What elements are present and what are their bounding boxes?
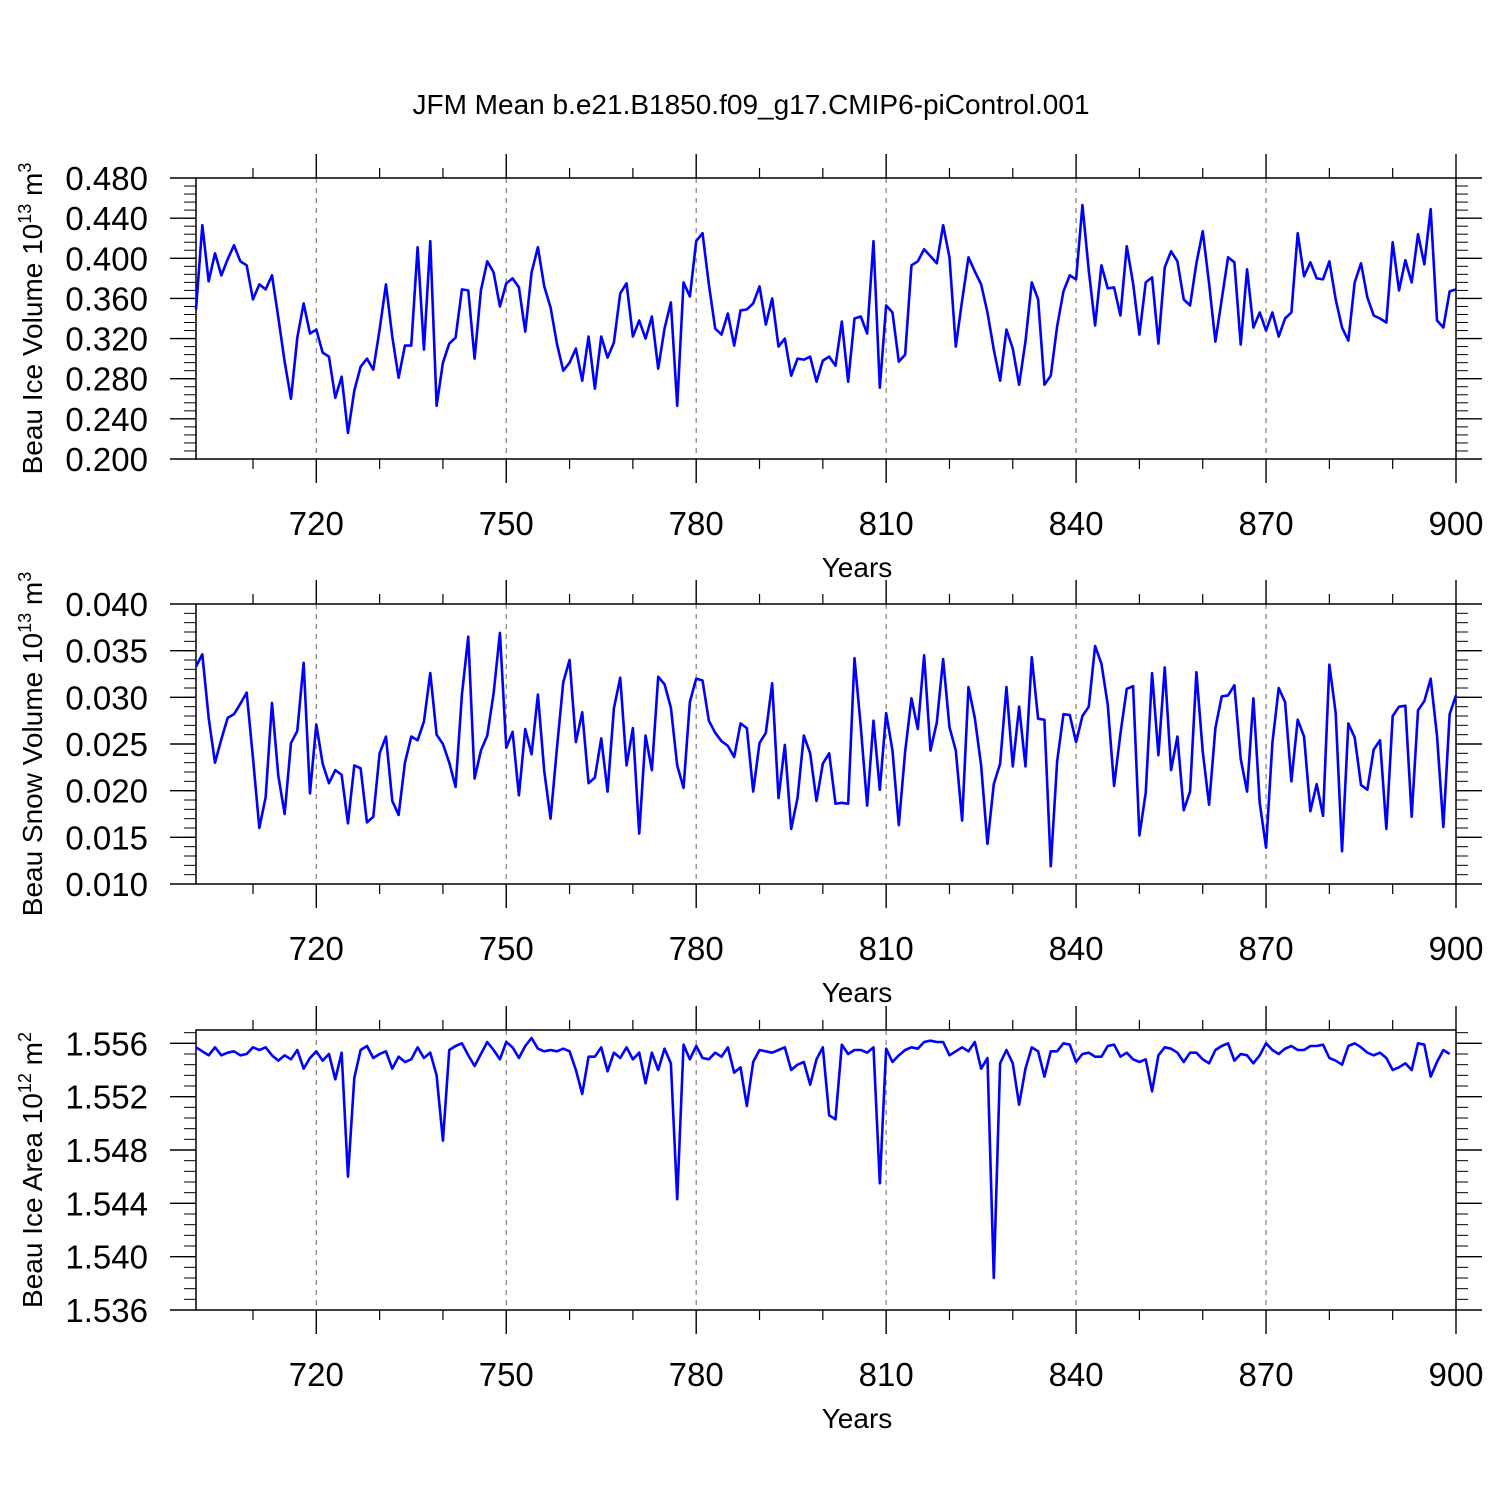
x-tick-label: 750 <box>479 1356 534 1393</box>
x-tick-label: 720 <box>289 1356 344 1393</box>
x-tick-label: 840 <box>1049 505 1104 542</box>
x-axis-label: Years <box>822 977 893 1008</box>
y-axis-label: Beau Snow Volume 1013 m3 <box>15 572 48 916</box>
x-tick-label: 900 <box>1428 930 1483 967</box>
y-axis-label-part: 13 <box>15 204 35 224</box>
y-axis-label-part: Beau Snow Volume 10 <box>17 633 48 916</box>
y-axis-label-part: Beau Ice Area 10 <box>17 1093 48 1308</box>
y-axis-label-part: Beau Ice Volume 10 <box>17 224 48 475</box>
y-tick-label: 0.035 <box>65 633 148 670</box>
y-tick-label: 0.025 <box>65 726 148 763</box>
x-tick-label: 810 <box>859 505 914 542</box>
x-tick-label: 780 <box>669 930 724 967</box>
y-axis-label-part: 3 <box>15 163 35 173</box>
x-tick-label: 720 <box>289 930 344 967</box>
plot-frame <box>196 178 1456 459</box>
x-tick-label: 900 <box>1428 1356 1483 1393</box>
y-tick-label: 0.280 <box>65 361 148 398</box>
x-axis-label: Years <box>822 1403 893 1434</box>
series-line <box>196 1038 1450 1278</box>
x-axis-label: Years <box>822 552 893 583</box>
series-line <box>196 205 1456 433</box>
y-axis-label: Beau Ice Area 1012 m2 <box>15 1032 48 1308</box>
y-axis-label-part: 12 <box>15 1073 35 1093</box>
panel-snow-volume: 720 750 780 810 840 870 900 0.010 0.015 0.020 0.02… <box>15 572 1484 1008</box>
y-tick-label: 0.240 <box>65 401 148 438</box>
x-tick-label: 840 <box>1049 930 1104 967</box>
x-tick-label: 870 <box>1239 505 1294 542</box>
y-axis-label-part: m <box>17 1042 48 1073</box>
figure: JFM Mean b.e21.B1850.f09_g17.CMIP6-piCon… <box>0 0 1500 1500</box>
y-tick-label: 0.360 <box>65 280 148 317</box>
x-tick-label: 840 <box>1049 1356 1104 1393</box>
x-tick-label: 870 <box>1239 1356 1294 1393</box>
x-tick-label: 720 <box>289 505 344 542</box>
x-tick-label: 780 <box>669 505 724 542</box>
y-axis-label-part: m <box>17 582 48 613</box>
x-tick-label: 780 <box>669 1356 724 1393</box>
y-axis-label-part: 3 <box>15 572 35 582</box>
y-tick-label: 0.015 <box>65 819 148 856</box>
y-tick-label: 1.540 <box>65 1239 148 1276</box>
y-tick-label: 0.030 <box>65 679 148 716</box>
panel-ice-area: 720 750 780 810 840 870 900 1.536 1.540 1.544 1.54… <box>15 1006 1484 1434</box>
series-line <box>196 633 1456 866</box>
y-tick-label: 0.320 <box>65 321 148 358</box>
x-tick-label: 900 <box>1428 505 1483 542</box>
y-axis-label-part: 13 <box>15 613 35 633</box>
y-tick-label: 0.480 <box>65 160 148 197</box>
x-tick-label: 870 <box>1239 930 1294 967</box>
y-tick-label: 1.556 <box>65 1025 148 1062</box>
y-axis-label-part: m <box>17 173 48 204</box>
y-tick-label: 0.400 <box>65 240 148 277</box>
x-tick-label: 810 <box>859 930 914 967</box>
y-tick-label: 1.552 <box>65 1079 148 1116</box>
y-tick-label: 1.536 <box>65 1292 148 1329</box>
y-tick-label: 1.548 <box>65 1132 148 1169</box>
x-tick-label: 750 <box>479 930 534 967</box>
chart-title: JFM Mean b.e21.B1850.f09_g17.CMIP6-piCon… <box>412 89 1089 120</box>
y-tick-label: 0.010 <box>65 866 148 903</box>
y-tick-label: 0.020 <box>65 773 148 810</box>
x-tick-label: 750 <box>479 505 534 542</box>
x-tick-label: 810 <box>859 1356 914 1393</box>
y-axis-label-part: 2 <box>15 1032 35 1042</box>
panel-ice-volume: 720 750 780 810 840 870 900 0.2000.2400.2800.32… <box>15 154 1484 583</box>
y-axis-label: Beau Ice Volume 1013 m3 <box>15 163 48 475</box>
y-tick-label: 0.440 <box>65 200 148 237</box>
y-tick-label: 0.200 <box>65 441 148 478</box>
y-tick-label: 0.040 <box>65 586 148 623</box>
y-tick-label: 1.544 <box>65 1185 148 1222</box>
